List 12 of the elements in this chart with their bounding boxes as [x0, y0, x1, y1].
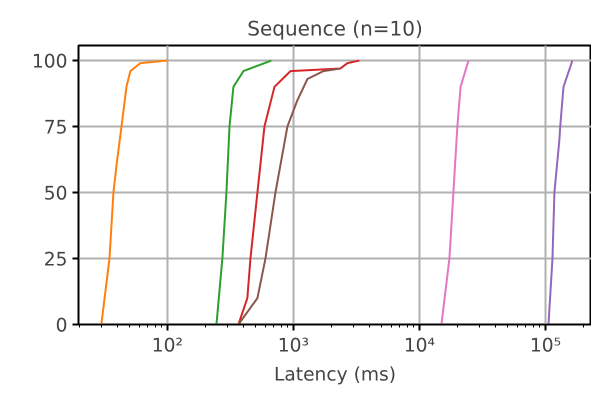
y-tick-label: 100 [32, 52, 68, 73]
x-tick-label: 10² [152, 336, 184, 356]
y-tick-label: 50 [44, 184, 68, 205]
x-tick-label: 10⁵ [530, 336, 562, 356]
x-axis-title: Latency (ms) [274, 364, 396, 386]
x-tick-label: 10⁴ [404, 336, 436, 356]
chart-title: Sequence (n=10) [247, 16, 423, 40]
y-tick-label: 75 [44, 118, 68, 139]
x-tick-label: 10³ [278, 336, 310, 356]
line-series [440, 60, 470, 324]
y-tick-label: 0 [56, 316, 68, 336]
y-tick-label: 25 [44, 250, 68, 271]
